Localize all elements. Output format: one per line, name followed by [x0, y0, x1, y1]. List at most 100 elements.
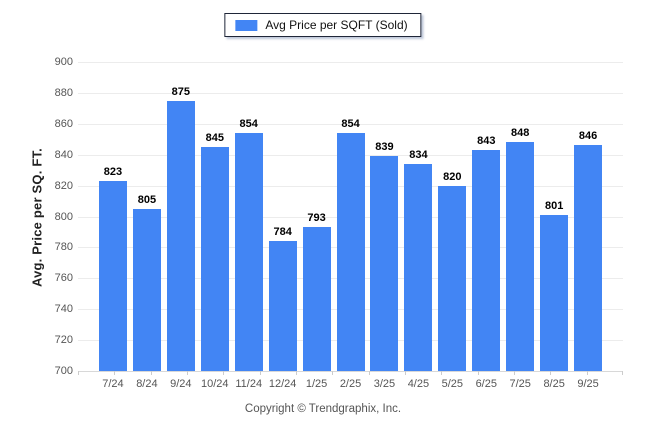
bars-container: 823 805 875 845 854 784 793 854 839 834 820 843 848 8… — [78, 62, 623, 371]
bar-value-label: 823 — [103, 166, 123, 178]
copyright-text: Copyright © Trendgraphix, Inc. — [244, 403, 402, 415]
legend-label: Avg Price per SQFT (Sold) — [265, 18, 408, 32]
axis-tick — [368, 371, 370, 375]
bar-value-label: 793 — [307, 212, 326, 225]
legend-swatch — [235, 19, 258, 31]
x-axis-label: 10/24 — [201, 378, 229, 390]
bar-value-label: 846 — [578, 130, 598, 143]
bar — [268, 241, 297, 371]
bar — [166, 100, 195, 371]
gridline — [78, 371, 623, 372]
bar-value-label: 845 — [205, 132, 224, 144]
axis-tick — [514, 371, 515, 375]
x-axis-labels: 7/24 8/24 9/24 10/24 11/24 12/24 1/25 2/25 3/25 4… — [78, 378, 623, 390]
axis-tick — [550, 371, 552, 375]
y-axis-tick-label: 720 — [54, 334, 73, 347]
bar — [370, 156, 399, 371]
axis-tick — [150, 371, 152, 375]
x-axis-label: 5/25 — [441, 378, 464, 390]
axis-tick — [332, 371, 334, 375]
axis-tick — [586, 371, 588, 375]
x-axis-label: 9/25 — [577, 378, 599, 390]
axis-tick — [223, 371, 225, 375]
bar — [302, 227, 331, 371]
bar — [472, 150, 501, 371]
bar-slot: 823 — [96, 166, 130, 371]
bar — [98, 181, 127, 371]
y-axis-tick-label: 800 — [54, 210, 73, 223]
x-axis-label: 6/25 — [475, 378, 497, 390]
bar — [234, 133, 263, 371]
gridline — [78, 62, 623, 63]
gridline — [78, 123, 623, 125]
bar — [336, 133, 365, 371]
axis-tick — [114, 371, 116, 375]
x-axis-label: 9/24 — [170, 378, 192, 390]
y-axis-tick-label: 900 — [54, 56, 73, 68]
bar-slot: 805 — [130, 194, 164, 371]
y-axis-tick-label: 760 — [54, 272, 73, 285]
bar-slot: 854 — [232, 118, 266, 371]
bar-value-label: 820 — [443, 170, 462, 183]
bar-value-label: 801 — [544, 200, 564, 212]
axis-tick — [622, 371, 623, 375]
bar-slot: 793 — [300, 212, 334, 371]
x-axis-label: 11/24 — [235, 378, 263, 390]
axis-tick — [405, 371, 406, 375]
bar — [540, 215, 569, 371]
bar — [506, 142, 535, 371]
bar-value-label: 784 — [273, 226, 292, 239]
bar-value-label: 805 — [137, 193, 157, 206]
y-axis-tick-label: 820 — [54, 179, 73, 192]
x-axis-label: 12/24 — [268, 378, 297, 390]
x-axis-ticks — [78, 371, 623, 375]
bar-slot: 820 — [435, 171, 469, 371]
bar — [404, 164, 433, 371]
bar-slot: 875 — [164, 86, 198, 371]
y-axis-tick-label: 840 — [54, 148, 73, 161]
bar-slot: 846 — [571, 130, 605, 371]
y-axis-tick-label: 880 — [54, 86, 73, 99]
y-axis-tick-label: 860 — [54, 117, 73, 130]
x-axis-label: 8/25 — [543, 378, 565, 390]
bar-slot: 848 — [503, 127, 537, 371]
axis-tick — [441, 371, 443, 375]
axis-tick — [259, 371, 261, 375]
bar-slot: 834 — [401, 149, 435, 371]
gridline — [78, 92, 623, 94]
x-axis-label: 1/25 — [305, 378, 328, 390]
bar-value-label: 843 — [477, 135, 496, 148]
x-axis-label: 4/25 — [407, 378, 430, 390]
y-axis-tick-label: 780 — [54, 241, 73, 254]
x-axis-label: 3/25 — [373, 378, 396, 390]
bar-slot: 784 — [266, 226, 300, 371]
bar — [132, 208, 161, 371]
bar-value-label: 854 — [239, 118, 258, 131]
x-axis-label: 2/25 — [339, 378, 362, 390]
axis-tick — [296, 371, 297, 375]
x-axis-label: 7/24 — [102, 378, 124, 390]
bar — [200, 147, 229, 371]
axis-tick — [78, 371, 79, 375]
legend: Avg Price per SQFT (Sold) — [224, 13, 422, 37]
axis-tick — [187, 371, 188, 375]
bar-slot: 839 — [368, 141, 402, 371]
bar-value-label: 875 — [171, 85, 191, 98]
x-axis-label: 8/24 — [136, 378, 158, 390]
bar — [438, 185, 467, 371]
bar — [574, 145, 603, 371]
bar-value-label: 839 — [375, 141, 394, 154]
bar-slot: 801 — [537, 200, 571, 371]
axis-tick — [477, 371, 479, 375]
y-axis-tick-label: 700 — [54, 365, 73, 377]
y-axis-tick-label: 740 — [54, 303, 73, 316]
bar-slot: 854 — [334, 118, 368, 371]
bar-value-label: 848 — [511, 127, 530, 140]
plot-area: 823 805 875 845 854 784 793 854 839 834 820 843 848 8… — [78, 62, 623, 372]
bar-value-label: 854 — [341, 118, 360, 131]
x-axis-label: 7/25 — [509, 378, 531, 390]
bar-value-label: 834 — [409, 149, 428, 161]
bar-slot: 845 — [198, 132, 232, 371]
